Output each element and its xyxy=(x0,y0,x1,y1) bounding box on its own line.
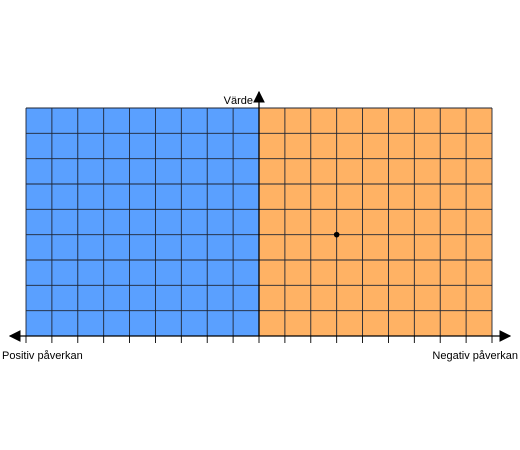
positive-impact-region xyxy=(26,108,259,336)
position-point xyxy=(333,231,340,238)
axis-ticks xyxy=(25,336,493,343)
y-axis-label: Värde xyxy=(224,95,253,107)
negative-impact-region xyxy=(259,108,492,336)
x-axis-left-label: Positiv påverkan xyxy=(2,350,83,362)
x-axis-right-label: Negativ påverkan xyxy=(432,350,518,362)
